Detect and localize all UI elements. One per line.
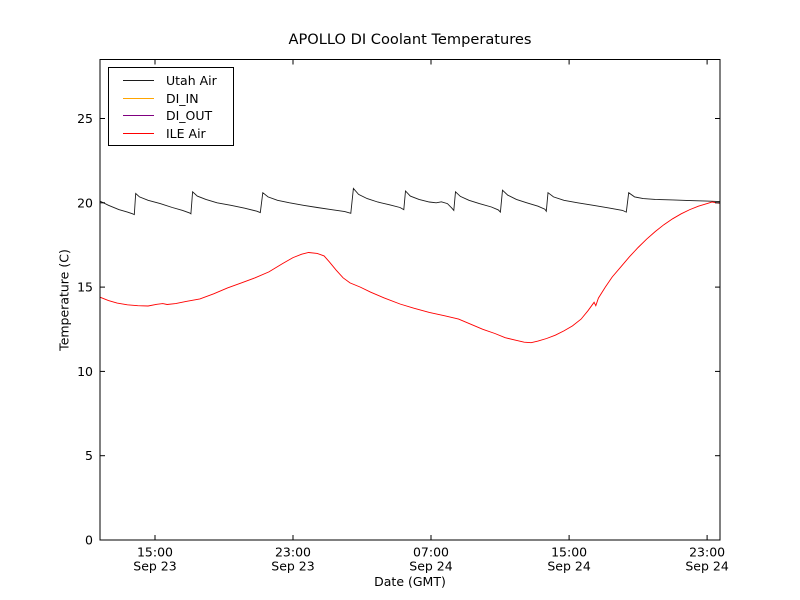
- x-tick-label-time: 23:00: [689, 545, 725, 560]
- x-tick-label-time: 23:00: [275, 545, 311, 560]
- y-tick-label: 0: [85, 533, 93, 548]
- ile-air-line-sample: [123, 132, 154, 134]
- legend-label: DI_OUT: [166, 108, 213, 123]
- legend-item-utah-air: Utah Air: [123, 72, 227, 90]
- y-tick-label: 5: [85, 448, 93, 463]
- plot-border: [99, 59, 721, 541]
- y-axis-label: Temperature (C): [56, 249, 72, 351]
- x-tick-label-date: Sep 24: [547, 559, 590, 574]
- di-in-line-sample: [123, 97, 154, 99]
- x-tick-label-date: Sep 24: [409, 559, 452, 574]
- utah-air-line-sample: [123, 80, 154, 82]
- x-tick-label-time: 07:00: [413, 545, 449, 560]
- legend-box: Utah Air DI_IN DI_OUT ILE Air: [108, 67, 234, 146]
- x-tick-label-date: Sep 23: [133, 559, 176, 574]
- legend-item-ile-air: ILE Air: [123, 125, 227, 143]
- y-tick-label: 25: [77, 111, 93, 126]
- x-tick-label-time: 15:00: [551, 545, 587, 560]
- x-axis-label: Date (GMT): [374, 574, 446, 589]
- y-tick-label: 20: [77, 195, 93, 210]
- legend-label: Utah Air: [166, 73, 217, 88]
- y-tick-label: 15: [77, 280, 93, 295]
- chart-title: APOLLO DI Coolant Temperatures: [288, 31, 532, 48]
- x-tick-label-date: Sep 23: [271, 559, 314, 574]
- legend-item-di-in: DI_IN: [123, 90, 227, 108]
- y-tick-label: 10: [77, 364, 93, 379]
- x-tick-label-time: 15:00: [137, 545, 173, 560]
- legend-item-di-out: DI_OUT: [123, 107, 227, 125]
- legend-label: DI_IN: [166, 90, 199, 106]
- legend-label: ILE Air: [166, 125, 206, 141]
- series-line-utah-air: [99, 187, 721, 216]
- x-tick-label-date: Sep 24: [685, 559, 728, 574]
- di-out-line-sample: [123, 115, 154, 117]
- series-line-ile-air: [99, 201, 721, 344]
